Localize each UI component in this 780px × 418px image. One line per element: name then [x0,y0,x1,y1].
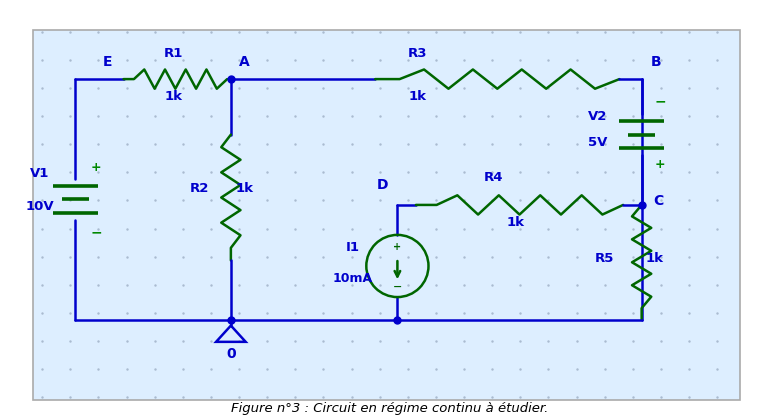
Text: R3: R3 [408,47,427,60]
Text: 1k: 1k [236,182,254,195]
Text: +: + [393,242,402,252]
Text: −: − [90,225,102,240]
Text: 10V: 10V [26,201,55,214]
Text: +: + [90,161,101,174]
Text: V2: V2 [587,110,607,123]
Text: D: D [377,178,388,191]
Text: I1: I1 [346,241,360,254]
Text: C: C [653,194,663,208]
Text: 10mA: 10mA [333,272,373,285]
Text: 1k: 1k [409,90,427,103]
Text: 1k: 1k [646,252,664,265]
Text: 1k: 1k [165,90,183,103]
Text: A: A [239,55,250,69]
Text: R5: R5 [595,252,615,265]
Text: 5V: 5V [587,136,607,149]
Text: R4: R4 [484,171,503,184]
Text: 1k: 1k [507,216,525,229]
Text: 0: 0 [226,347,236,361]
Text: +: + [655,158,665,171]
Text: −: − [654,94,666,108]
Text: R2: R2 [190,182,210,195]
Text: −: − [392,282,402,292]
Text: R1: R1 [164,47,183,60]
Text: B: B [651,55,661,69]
Text: V1: V1 [30,167,50,180]
Text: Figure n°3 : Circuit en régime continu à étudier.: Figure n°3 : Circuit en régime continu à… [232,402,548,415]
FancyBboxPatch shape [34,30,740,400]
Text: E: E [102,55,112,69]
